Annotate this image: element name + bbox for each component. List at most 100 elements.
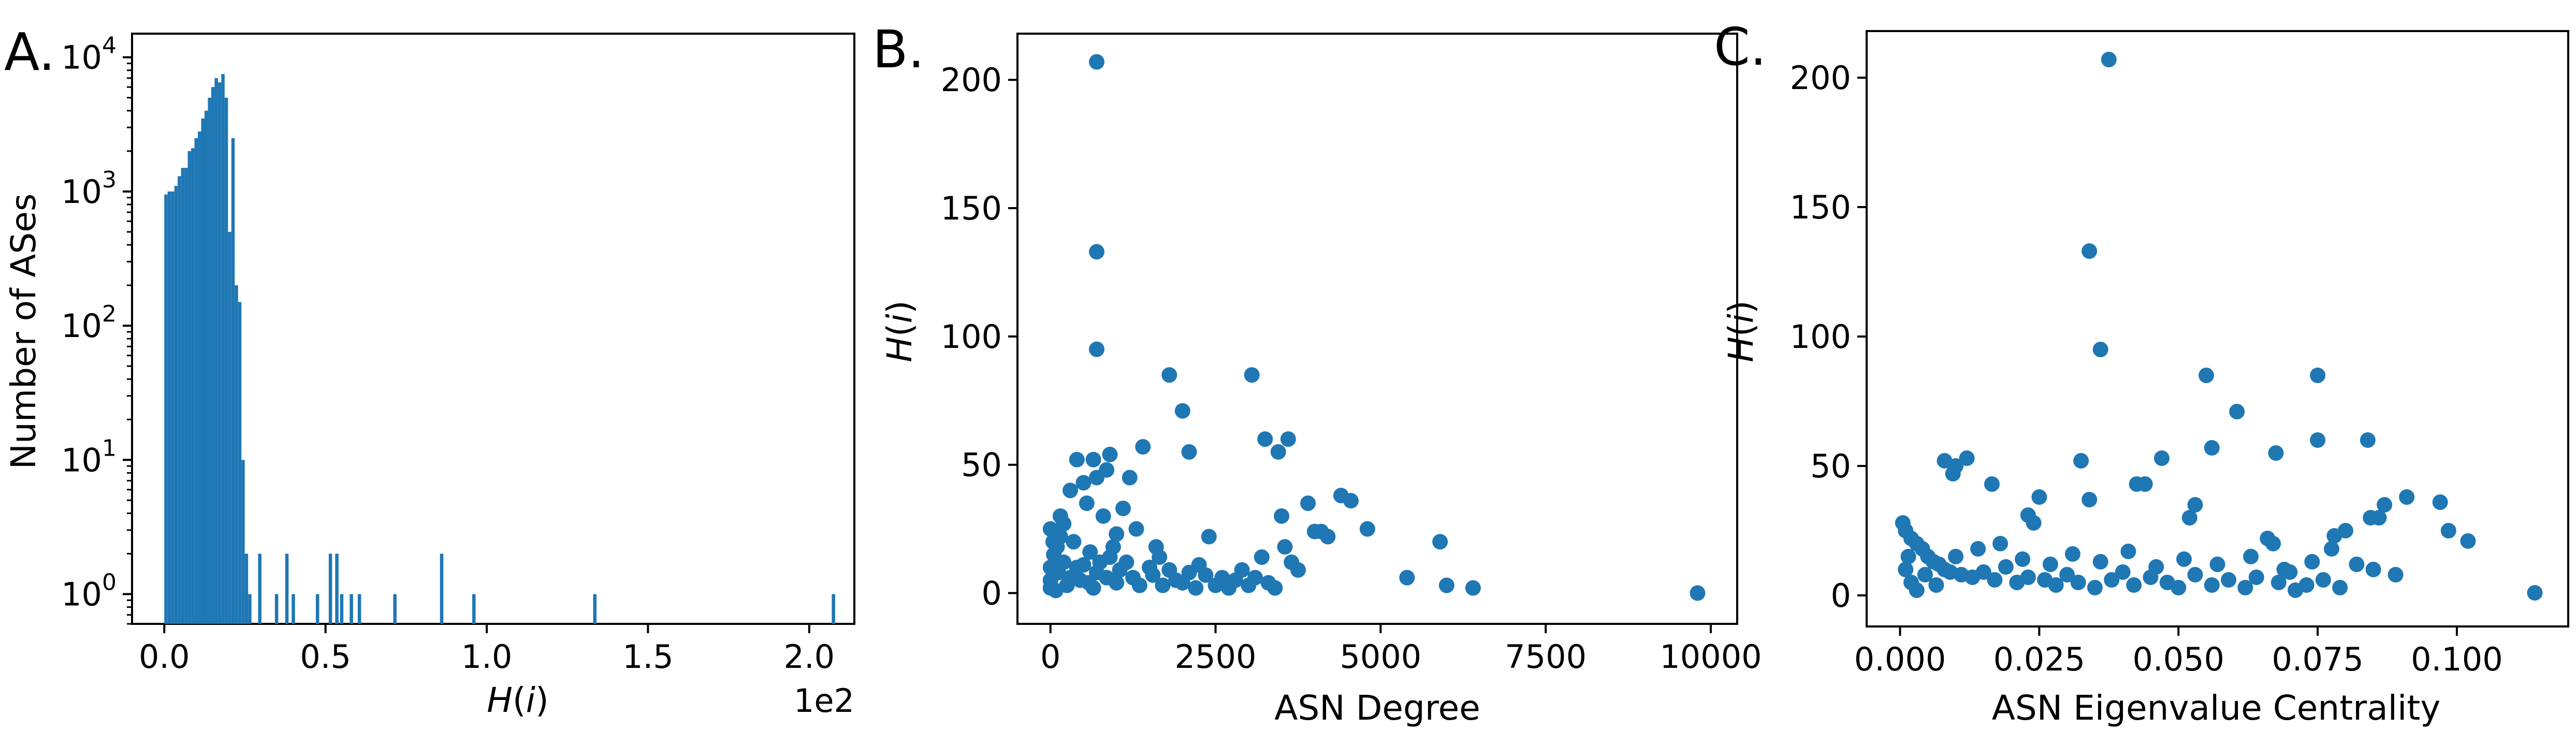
scatter-point <box>1975 564 1991 580</box>
scatter-point <box>1274 508 1290 524</box>
scatter-point <box>2315 572 2331 588</box>
scatter-point <box>1152 549 1168 565</box>
histogram-bar <box>164 194 168 624</box>
scatter-point <box>1244 367 1260 383</box>
histogram-bar <box>231 138 235 624</box>
scatter-point <box>1359 521 1375 537</box>
scatter-point <box>1042 521 1058 537</box>
panel-a-letter: A. <box>4 22 55 82</box>
scatter-point <box>1998 559 2014 575</box>
panel-b-letter: B. <box>872 19 924 80</box>
scatter-point <box>2243 549 2259 564</box>
scatter-point <box>1343 493 1359 509</box>
y-tick-label: 103 <box>61 167 117 211</box>
y-tick-label: 0 <box>982 575 1002 612</box>
scatter-point <box>1075 475 1091 491</box>
scatter-point <box>2092 342 2108 357</box>
scatter-point <box>2460 533 2476 549</box>
scatter-point <box>1155 577 1171 593</box>
histogram-bar <box>832 594 835 624</box>
scatter-point <box>1174 403 1190 419</box>
scatter-point <box>1052 508 1068 524</box>
scatter-point <box>2115 564 2131 580</box>
x-tick-label: 2500 <box>1175 638 1257 676</box>
scatter-point <box>2349 557 2365 572</box>
scatter-point <box>1046 547 1062 563</box>
x-tick-label: 5000 <box>1340 638 1421 676</box>
histogram-bar <box>328 553 332 624</box>
scatter-point <box>2026 515 2042 531</box>
scatter-point <box>1465 580 1481 596</box>
panel-a-x-ticks: 0.0 0.5 1.0 1.5 2.0 <box>139 624 835 676</box>
panel-a-y-axis-label: Number of ASes <box>4 194 43 470</box>
histogram-bar <box>221 74 225 624</box>
x-tick-label: 2.0 <box>784 638 835 676</box>
x-tick-label: 0.000 <box>1854 640 1946 678</box>
scatter-point <box>2363 510 2379 525</box>
panel-a-x-axis-label: H(i) <box>487 680 548 720</box>
scatter-point <box>1131 577 1147 593</box>
panel-c-plot-frame <box>1866 30 2569 627</box>
scatter-point <box>2171 580 2187 595</box>
scatter-point <box>2031 489 2047 505</box>
scatter-point <box>2268 445 2284 461</box>
histogram-bar <box>340 594 344 624</box>
histogram-bar <box>217 82 222 624</box>
scatter-point <box>2104 572 2120 588</box>
scatter-point <box>2048 577 2064 593</box>
scatter-point <box>1102 446 1118 462</box>
scatter-point <box>2148 559 2164 575</box>
scatter-point <box>2323 541 2339 557</box>
x-tick-label: 0.5 <box>300 638 351 676</box>
histogram-bar <box>201 118 205 624</box>
scatter-point <box>1438 577 1454 593</box>
histogram-bar <box>211 87 215 624</box>
scatter-point <box>2527 585 2543 601</box>
scatter-point <box>1207 577 1224 593</box>
histogram-bar <box>194 138 198 624</box>
histogram-bar <box>228 231 231 624</box>
scatter-point <box>1128 521 1144 537</box>
scatter-point <box>1928 577 1944 593</box>
scatter-point <box>1900 549 1916 564</box>
scatter-point <box>1089 244 1105 260</box>
scatter-point <box>2432 494 2448 510</box>
scatter-point <box>1280 431 1296 447</box>
panel-a-plot-frame <box>131 33 855 625</box>
scatter-point <box>2126 577 2142 593</box>
panel-b: B. 0 2500 5000 7500 10000 0 50 100 150 200 ASN D… <box>872 19 1762 728</box>
scatter-point <box>1399 570 1415 586</box>
scatter-point <box>1115 500 1131 516</box>
histogram-bar <box>208 97 211 624</box>
scatter-point <box>2248 570 2264 585</box>
scatter-point <box>1089 54 1105 70</box>
scatter-point <box>1181 444 1197 460</box>
scatter-point <box>1992 536 2009 551</box>
scatter-point <box>2204 577 2220 593</box>
scatter-point <box>1300 495 1316 512</box>
scatter-point <box>1122 470 1138 486</box>
y-tick-label: 150 <box>941 189 1002 227</box>
scatter-point <box>2377 497 2393 513</box>
scatter-point <box>2082 492 2098 507</box>
x-tick-label: 7500 <box>1505 638 1587 676</box>
scatter-point <box>2070 575 2086 590</box>
panel-b-plot-frame <box>1016 33 1738 625</box>
scatter-point <box>1105 539 1121 555</box>
scatter-point <box>2204 440 2220 456</box>
panel-b-x-ticks: 0 2500 5000 7500 10000 <box>1040 624 1762 676</box>
scatter-point <box>1948 549 1964 564</box>
scatter-point <box>1095 508 1111 524</box>
histogram-bar <box>248 594 252 624</box>
histogram-bar <box>393 594 397 624</box>
scatter-point <box>2015 551 2031 567</box>
scatter-point <box>2304 554 2320 570</box>
panel-a-x-scale-multiplier: 1e2 <box>794 682 854 720</box>
histogram-bar <box>315 594 319 624</box>
scatter-point <box>1254 549 1270 565</box>
scatter-point <box>1221 580 1237 596</box>
scatter-point <box>1081 575 1097 591</box>
scatter-point <box>2365 562 2381 577</box>
scatter-point <box>2198 368 2214 383</box>
scatter-point <box>2209 557 2225 572</box>
